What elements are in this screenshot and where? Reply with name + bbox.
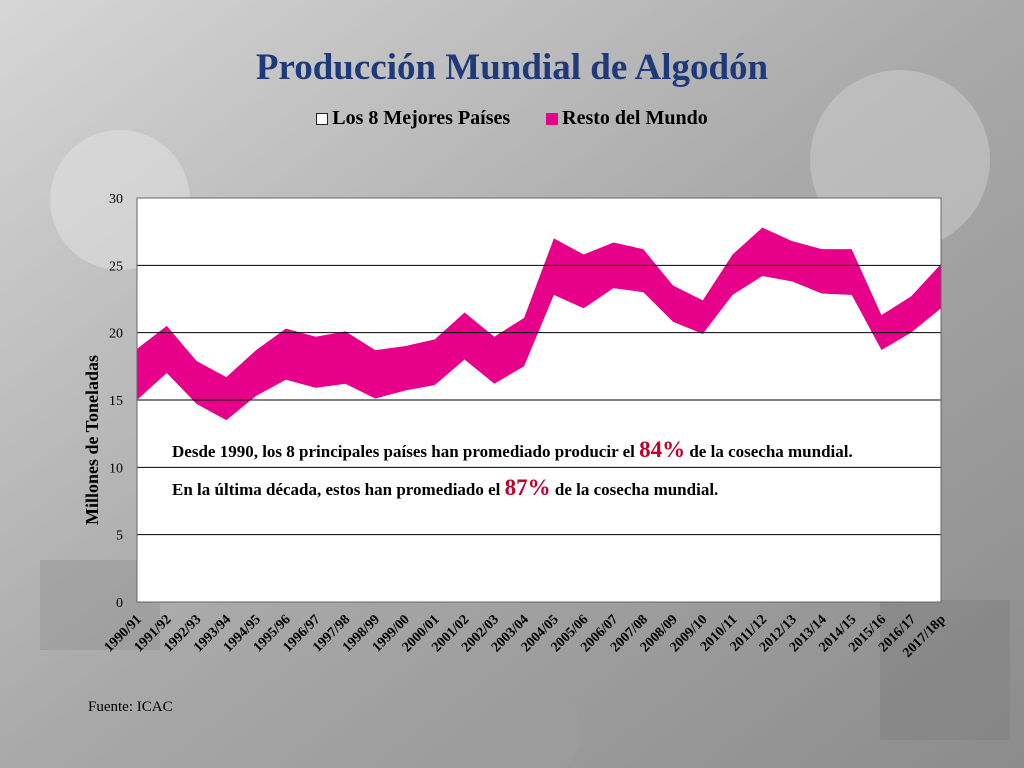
annotation-line-1: Desde 1990, los 8 principales países han…: [172, 438, 892, 464]
legend-swatch-rest: [546, 112, 559, 125]
annotation-box: Desde 1990, los 8 principales países han…: [172, 438, 892, 514]
legend: Los 8 Mejores Países Resto del Mundo: [0, 107, 1024, 130]
y-tick-label: 10: [109, 461, 123, 476]
legend-swatch-top8: [316, 112, 329, 125]
y-axis-label: Millones de Toneladas: [82, 355, 102, 525]
series-area-top8: [137, 276, 941, 602]
annotation-text: En la última década, estos han promediad…: [172, 480, 505, 499]
legend-item-top8: Los 8 Mejores Países: [316, 107, 510, 130]
annotation-text: de la cosecha mundial.: [685, 442, 853, 461]
annotation-text: de la cosecha mundial.: [550, 480, 719, 499]
y-tick-label: 20: [109, 327, 123, 342]
y-tick-label: 25: [109, 259, 123, 274]
y-tick-label: 30: [109, 192, 123, 207]
legend-item-rest: Resto del Mundo: [546, 107, 708, 130]
series-area-rest: [137, 227, 941, 421]
annotation-percentage: 84%: [639, 437, 686, 462]
source-note: Fuente: ICAC: [88, 699, 173, 715]
y-tick-label: 15: [109, 394, 123, 409]
annotation-percentage: 87%: [504, 475, 551, 500]
chart-title: Producción Mundial de Algodón: [255, 47, 769, 88]
plot-frame: [136, 197, 942, 603]
legend-label-top8: Los 8 Mejores Países: [332, 107, 511, 129]
annotation-text: Desde 1990, los 8 principales países han…: [172, 442, 640, 461]
legend-label-rest: Resto del Mundo: [562, 107, 708, 129]
y-tick-label: 5: [116, 529, 123, 544]
y-tick-label: 0: [116, 596, 123, 611]
annotation-line-2: En la última década, estos han promediad…: [172, 476, 892, 502]
